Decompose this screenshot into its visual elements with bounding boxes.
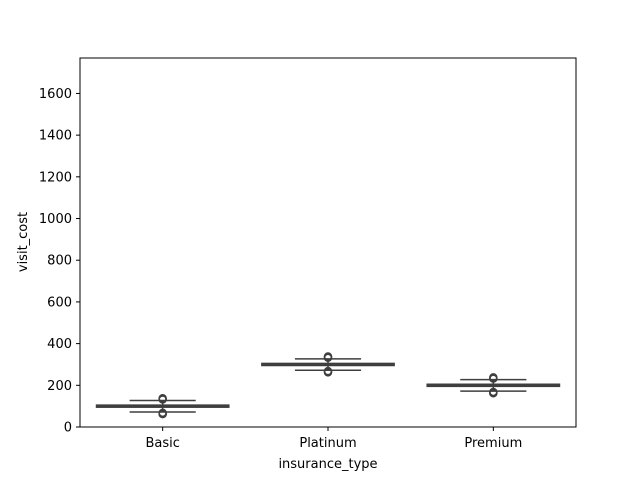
- y-tick-label: 400: [47, 337, 72, 352]
- box-group-premium: [426, 373, 561, 398]
- x-axis-label: insurance_type: [278, 457, 377, 472]
- y-tick-label: 1600: [39, 87, 72, 102]
- outlier-point: [323, 366, 333, 376]
- outlier-point: [158, 393, 167, 403]
- box-group-basic: [95, 393, 230, 419]
- y-tick-label: 1000: [39, 212, 72, 227]
- x-tick-label: Premium: [464, 436, 522, 451]
- plot-area: [80, 58, 576, 427]
- y-tick-label: 600: [47, 295, 72, 310]
- box-plot-marks: [95, 352, 561, 419]
- x-tick-label: Basic: [145, 436, 179, 451]
- y-tick-label: 0: [64, 421, 72, 436]
- y-tick-label: 200: [47, 379, 72, 394]
- outlier-point: [489, 373, 498, 382]
- outlier-point: [489, 387, 498, 397]
- outlier-point: [158, 408, 167, 418]
- box-group-platinum: [261, 352, 395, 377]
- y-tick-label: 1200: [39, 170, 72, 185]
- outlier-point: [323, 352, 333, 361]
- y-axis-label: visit_cost: [16, 212, 31, 272]
- axis-ticks: Basic Platinum Premium 0 200 400 600 800 1000 120…: [39, 87, 522, 451]
- y-tick-label: 1400: [39, 129, 72, 144]
- plot-frame: [79, 57, 577, 428]
- x-tick-label: Platinum: [299, 436, 356, 451]
- y-tick-label: 800: [47, 254, 72, 269]
